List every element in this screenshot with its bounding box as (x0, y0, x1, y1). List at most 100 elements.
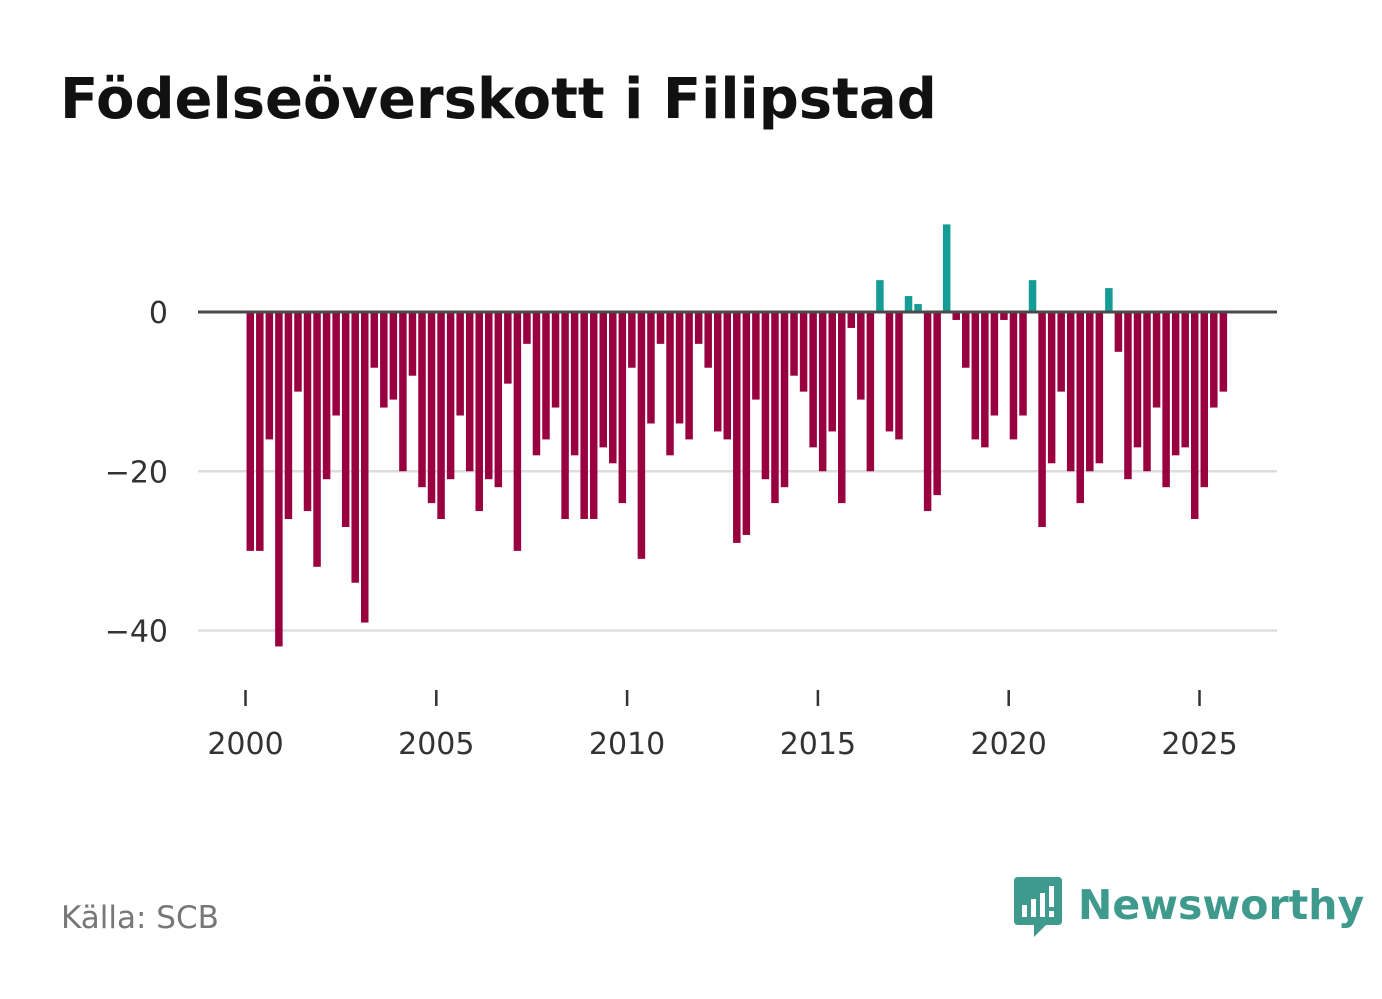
brand-name: Newsworthy (1078, 881, 1365, 929)
bar-negative (828, 312, 836, 432)
bar-positive (1028, 280, 1037, 312)
bar-negative (971, 312, 980, 440)
bar-negative (599, 312, 607, 448)
bar-negative (351, 312, 359, 583)
bar-negative (790, 312, 798, 376)
bar-negative (637, 312, 646, 559)
bar-negative (685, 312, 693, 440)
x-tick-label: 2005 (398, 727, 474, 762)
bar-negative (780, 312, 789, 488)
bar-negative (704, 312, 712, 368)
bar-negative (713, 312, 722, 432)
bar-negative (1210, 312, 1218, 408)
bar-negative (361, 312, 369, 623)
bar-negative (647, 312, 655, 424)
bar-negative (1000, 312, 1008, 320)
bar-negative (275, 312, 283, 647)
bar-negative (752, 312, 760, 400)
bar-negative (370, 312, 379, 368)
bar-positive (904, 296, 913, 312)
bar-negative (962, 312, 970, 368)
bar-negative (675, 312, 684, 424)
bar-negative (1095, 312, 1104, 464)
bar-negative (656, 312, 665, 344)
bar-negative (504, 312, 512, 384)
bar-positive (876, 280, 884, 312)
bar-negative (981, 312, 989, 448)
bar-negative (284, 312, 293, 520)
bar-negative (1171, 312, 1180, 456)
bars (246, 224, 1228, 647)
bar-negative (1038, 312, 1046, 527)
bar-negative (885, 312, 894, 432)
bar-negative (1133, 312, 1142, 448)
bar-negative (380, 312, 388, 408)
y-axis-labels: 0 −20 −40 (105, 296, 168, 650)
bar-negative (923, 312, 932, 512)
bar-negative (294, 312, 302, 392)
bar-negative (818, 312, 827, 472)
bar-negative (857, 312, 865, 400)
bar-negative (1086, 312, 1094, 472)
bar-negative (771, 312, 779, 504)
bar-negative (1162, 312, 1170, 488)
x-tick-label: 2025 (1161, 727, 1237, 762)
bar-negative (561, 312, 569, 520)
bar-negative (246, 312, 255, 551)
bar-negative (589, 312, 598, 520)
bar-negative (256, 312, 264, 551)
bar-negative (1057, 312, 1065, 392)
bar-negative (475, 312, 483, 512)
y-tick-label: 0 (149, 296, 168, 331)
chart-title: Födelseöverskott i Filipstad (60, 67, 937, 132)
bar-negative (1200, 312, 1209, 488)
bar-negative (1114, 312, 1123, 352)
newsworthy-chart-bubble-icon (1014, 877, 1062, 937)
bar-negative (408, 312, 417, 376)
bar-negative (1219, 312, 1228, 392)
bar-negative (723, 312, 732, 440)
bar-negative (313, 312, 321, 567)
bar-negative (666, 312, 674, 456)
bar-negative (742, 312, 751, 535)
bar-negative (465, 312, 474, 472)
x-tick-label: 2000 (207, 727, 283, 762)
x-tick-label: 2020 (971, 727, 1047, 762)
bar-negative (418, 312, 426, 488)
bar-negative (570, 312, 579, 456)
bar-negative (494, 312, 503, 488)
bar-negative (618, 312, 627, 504)
bar-negative (551, 312, 560, 408)
bar-negative (1019, 312, 1027, 416)
bar-negative (733, 312, 741, 543)
bar-negative (389, 312, 398, 400)
bar-negative (895, 312, 903, 440)
bar-negative (847, 312, 856, 328)
x-tick-label: 2010 (589, 727, 665, 762)
bar-negative (809, 312, 817, 448)
bar-positive (914, 304, 922, 312)
y-tick-label: −40 (105, 615, 168, 650)
brand-logo[interactable]: Newsworthy (1012, 877, 1364, 941)
bar-negative (952, 312, 960, 320)
bar-negative (427, 312, 436, 504)
bar-negative (446, 312, 455, 480)
bar-negative (332, 312, 340, 416)
bar-negative (580, 312, 588, 520)
bar-negative (532, 312, 541, 456)
bar-negative (799, 312, 808, 392)
bar-negative (265, 312, 274, 440)
bar-negative (990, 312, 999, 416)
bar-negative (303, 312, 312, 512)
bar-negative (628, 312, 636, 368)
bar-negative (341, 312, 350, 527)
bar-negative (609, 312, 617, 464)
bar-positive (1105, 288, 1113, 312)
bar-negative (1047, 312, 1056, 464)
bar-negative (523, 312, 531, 344)
bar-negative (694, 312, 703, 344)
bar-negative (485, 312, 493, 480)
bar-negative (933, 312, 941, 496)
bar-negative (437, 312, 445, 520)
bar-negative (1076, 312, 1084, 504)
